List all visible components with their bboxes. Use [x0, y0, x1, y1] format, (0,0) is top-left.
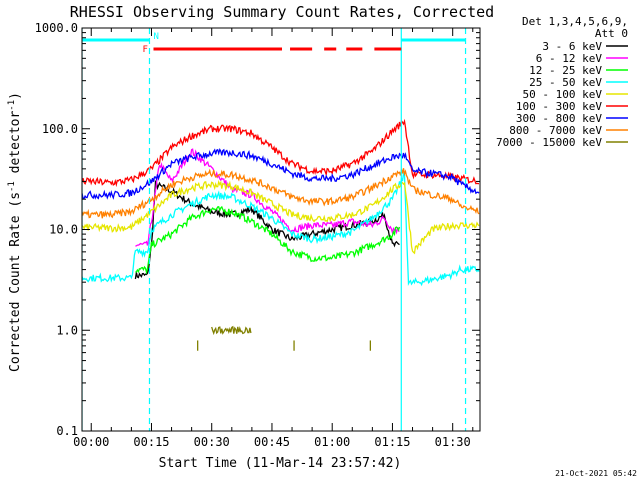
y-tick-label-1: 1.0 [56, 323, 78, 337]
legend-label: 100 - 300 keV [516, 100, 602, 113]
x-tick-label-0: 00:00 [73, 435, 109, 449]
series-300-800-kev [82, 147, 480, 200]
series-line-6-12-kev-0 [135, 148, 400, 247]
legend-label: 6 - 12 keV [536, 52, 603, 65]
y-tick-label-4: 1000.0 [35, 21, 78, 35]
y-axis-label: Corrected Count Rate (s-1 detector-1) [7, 92, 23, 372]
legend-entry-3-6-kev: 3 - 6 keV [542, 40, 628, 53]
legend-label: 25 - 50 keV [529, 76, 602, 89]
legend-entry-800-7000-kev: 800 - 7000 keV [509, 124, 628, 137]
series-line-3-6-kev-0 [134, 179, 400, 280]
footer-timestamp: 21-Oct-2021 05:42 [555, 469, 637, 478]
legend-entry-300-800-kev: 300 - 800 keV [516, 112, 628, 125]
series-50-100-kev [82, 179, 480, 255]
series-100-300-kev [82, 118, 479, 188]
legend-entry-50-100-kev: 50 - 100 keV [523, 88, 628, 101]
series-3-6-kev [134, 179, 400, 280]
legend-label: 300 - 800 keV [516, 112, 602, 125]
y-tick-label-2: 10.0 [49, 223, 78, 237]
y-axis-label-part-3: ) [8, 92, 23, 100]
legend-entry-100-300-kev: 100 - 300 keV [516, 100, 628, 113]
legend-entry-12-25-kev: 12 - 25 keV [529, 64, 628, 77]
legend-entry-25-50-kev: 25 - 50 keV [529, 76, 628, 89]
series-line-300-800-kev-0 [82, 147, 480, 200]
night-label: N [153, 32, 158, 42]
legend-entry-6-12-kev: 6 - 12 keV [536, 52, 628, 65]
x-tick-label-1: 00:15 [133, 435, 169, 449]
plot-area [82, 28, 480, 431]
series-25-50-kev [82, 171, 480, 287]
plot-frame [81, 27, 481, 432]
legend-label: 800 - 7000 keV [509, 124, 602, 137]
y-tick-label-0: 0.1 [56, 424, 78, 438]
series-line-50-100-kev-0 [82, 179, 480, 255]
series-line-800-7000-kev-0 [82, 168, 480, 219]
legend-label: 3 - 6 keV [542, 40, 602, 53]
series-6-12-kev [135, 148, 400, 247]
y-tick-label-3: 100.0 [42, 122, 78, 136]
x-tick-label-5: 01:15 [374, 435, 410, 449]
y-axis-label-part-2: detector [8, 111, 23, 182]
series-12-25-kev [135, 205, 401, 275]
x-axis: 00:00 00:15 00:30 00:45 01:00 01:15 01:30 [73, 28, 474, 449]
y-axis-label-sup-2: -1 [7, 100, 17, 111]
series-7000-15000-kev [211, 325, 252, 336]
legend-entry-7000-15000-kev: 7000 - 15000 keV [496, 136, 628, 149]
legend-label: 12 - 25 keV [529, 64, 602, 77]
series-line-25-50-kev-0 [82, 171, 480, 287]
legend-header-line-1: Det 1,3,4,5,6,9, [522, 15, 628, 28]
y-axis: 0.1 1.0 10.0 100.0 1000.0 [35, 21, 480, 438]
series-line-100-300-kev-0 [82, 118, 479, 188]
y-axis-label-part-1: Corrected Count Rate (s [8, 192, 23, 372]
x-tick-label-4: 01:00 [314, 435, 350, 449]
legend-header-line-2: Att 0 [595, 27, 628, 40]
series-line-7000-15000-kev-0 [211, 325, 252, 336]
x-tick-label-3: 00:45 [254, 435, 290, 449]
x-axis-label: Start Time (11-Mar-14 23:57:42) [159, 456, 402, 471]
legend-label: 50 - 100 keV [523, 88, 603, 101]
legend-label: 7000 - 15000 keV [496, 136, 602, 149]
series-line-12-25-kev-0 [135, 205, 401, 275]
chart-title: RHESSI Observing Summary Count Rates, Co… [70, 3, 494, 21]
x-tick-label-6: 01:30 [435, 435, 471, 449]
x-tick-label-2: 00:30 [194, 435, 230, 449]
y-axis-label-sup-1: -1 [7, 181, 17, 192]
series-800-7000-kev [82, 168, 480, 219]
flare-label: F [142, 45, 147, 55]
